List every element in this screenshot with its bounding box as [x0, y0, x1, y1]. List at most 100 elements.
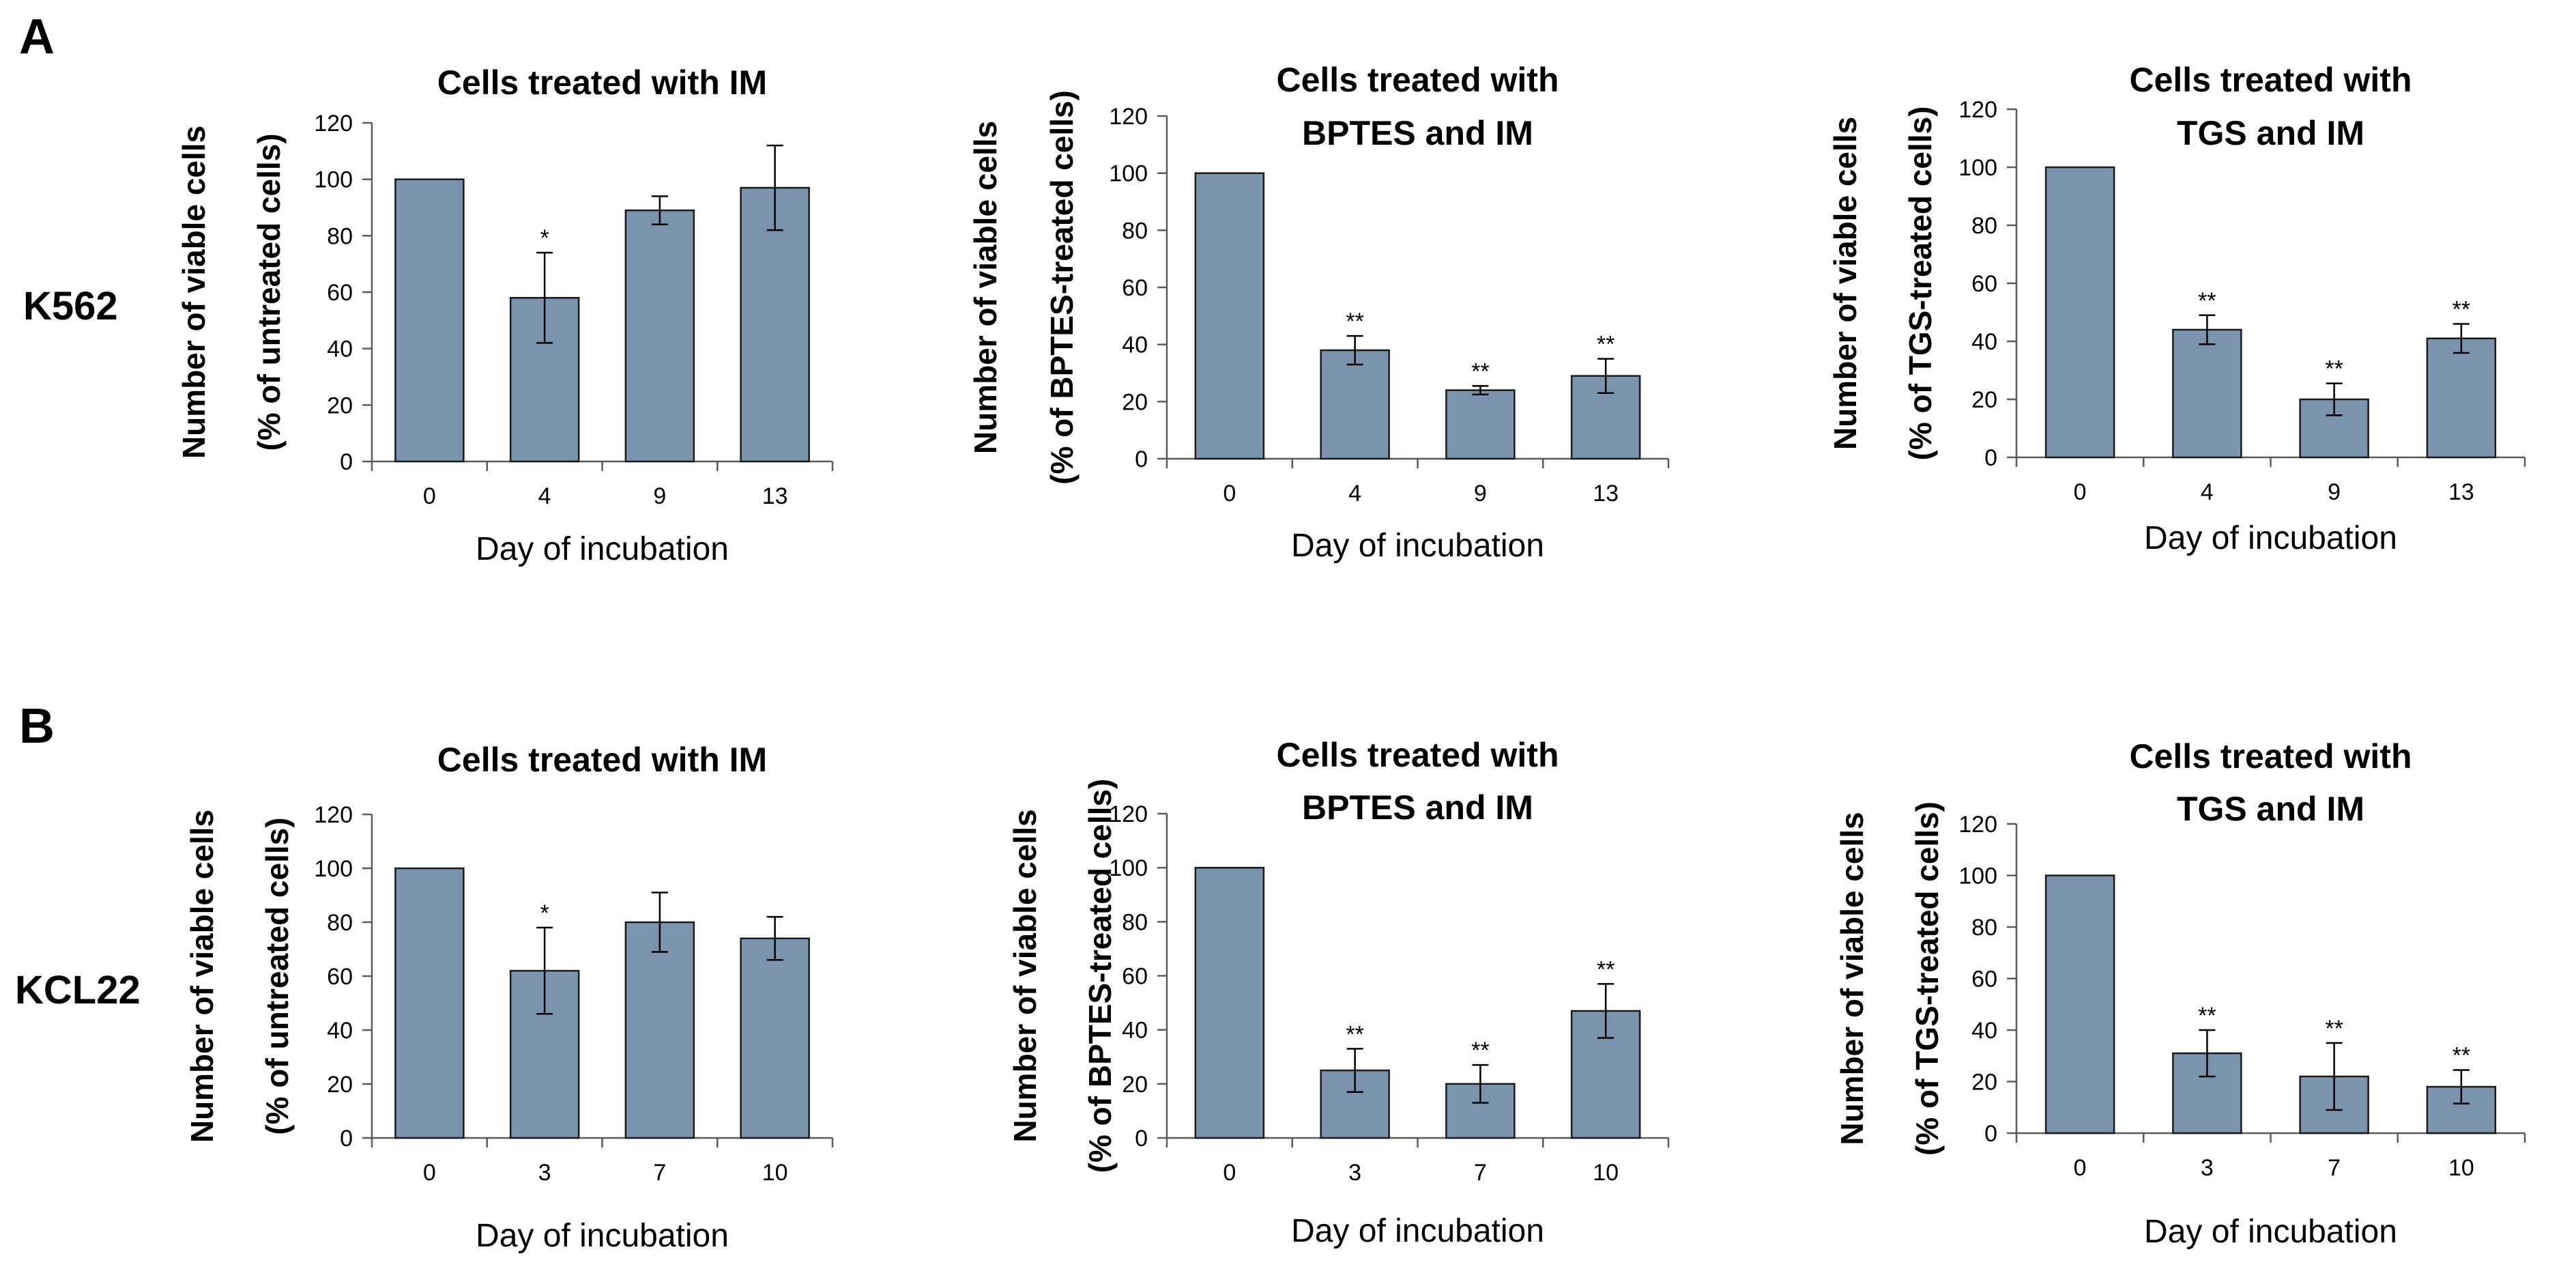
x-tick-label: 0	[1223, 1160, 1236, 1186]
y-tick-label: 60	[1971, 271, 1997, 297]
y-tick-label: 0	[1984, 1121, 1997, 1147]
y-axis-label: Number of viable cells	[184, 810, 220, 1143]
x-tick-label: 4	[538, 483, 551, 509]
y-tick-label: 80	[1971, 213, 1997, 239]
y-axis-label: (% of BPTES-treated cells)	[1082, 779, 1118, 1173]
y-tick-label: 40	[327, 337, 353, 362]
chart-1: Cells treated with IM Number of viable ce…	[176, 63, 834, 567]
x-tick-label: 10	[1593, 1160, 1619, 1186]
y-tick-label: 20	[1971, 1070, 1997, 1096]
chart-title: Cells treated with	[2130, 737, 2412, 775]
y-tick-label: 80	[1122, 218, 1148, 244]
significance-mark: *	[540, 900, 549, 926]
y-tick-label: 60	[327, 280, 353, 306]
significance-mark: **	[1597, 332, 1615, 358]
y-tick-label: 20	[327, 393, 353, 418]
y-tick-label: 120	[1109, 104, 1148, 130]
y-tick-label: 0	[1135, 1126, 1148, 1152]
bar-day-9	[1445, 389, 1516, 460]
y-tick-label: 60	[327, 964, 353, 990]
x-tick-label: 0	[423, 1160, 436, 1186]
y-tick-label: 100	[1109, 855, 1148, 881]
significance-mark: **	[1471, 1038, 1489, 1064]
y-tick-label: 80	[1122, 909, 1148, 935]
x-axis-label: Day of incubation	[2144, 520, 2397, 556]
significance-mark: **	[1471, 358, 1489, 384]
chart-title: TGS and IM	[2177, 790, 2364, 828]
x-axis-label: Day of incubation	[476, 531, 729, 567]
chart-title: BPTES and IM	[1302, 788, 1533, 827]
y-tick-label: 20	[327, 1072, 353, 1098]
y-tick-label: 0	[1984, 445, 1997, 471]
significance-mark: **	[2452, 1043, 2470, 1069]
significance-mark: **	[2198, 1003, 2216, 1029]
significance-mark: *	[540, 225, 549, 251]
y-axis-label: (% of untreated cells)	[251, 133, 287, 451]
chart-6: Cells treated with TGS and IM Number of vi…	[1834, 737, 2526, 1250]
x-tick-label: 0	[2074, 479, 2087, 505]
bar-day-0	[394, 178, 465, 463]
x-tick-label: 0	[2074, 1155, 2087, 1181]
y-tick-label: 100	[1958, 155, 1997, 181]
y-tick-label: 40	[1122, 332, 1148, 358]
y-tick-label: 60	[1122, 964, 1148, 990]
significance-mark: **	[2325, 356, 2343, 382]
x-axis-label: Day of incubation	[1291, 1213, 1544, 1249]
x-tick-label: 7	[653, 1160, 666, 1186]
significance-mark: **	[1346, 1021, 1363, 1047]
significance-mark: **	[1346, 309, 1363, 334]
x-tick-label: 10	[2448, 1155, 2474, 1181]
significance-mark: **	[1597, 956, 1615, 982]
x-tick-label: 3	[2201, 1155, 2214, 1181]
y-tick-label: 120	[1958, 97, 1997, 123]
y-tick-label: 20	[1122, 1072, 1148, 1098]
x-tick-label: 4	[1348, 481, 1361, 507]
chart-title: Cells treated with	[1277, 61, 1559, 99]
y-tick-label: 20	[1122, 389, 1148, 415]
x-tick-label: 13	[2448, 479, 2474, 505]
chart-4: Cells treated with IM Number of viable ce…	[184, 741, 834, 1254]
y-axis-label: Number of viable cells	[1007, 809, 1043, 1142]
y-tick-label: 0	[1135, 446, 1148, 472]
x-tick-label: 9	[1474, 481, 1487, 507]
y-tick-label: 60	[1122, 275, 1148, 301]
x-tick-label: 7	[2328, 1155, 2341, 1181]
y-tick-label: 20	[1971, 387, 1997, 413]
y-tick-label: 0	[340, 1126, 353, 1152]
x-tick-label: 3	[538, 1160, 551, 1186]
y-tick-label: 40	[1122, 1018, 1148, 1044]
bar-day-13	[740, 186, 810, 463]
charts-layer: Cells treated with IM Number of viable ce…	[176, 61, 2526, 1254]
y-tick-label: 80	[327, 223, 353, 249]
x-tick-label: 13	[762, 483, 788, 509]
chart-title: Cells treated with	[1277, 736, 1559, 774]
y-tick-label: 80	[1971, 915, 1997, 941]
y-tick-label: 120	[1958, 812, 1997, 838]
y-tick-label: 120	[314, 111, 353, 137]
chart-2: Cells treated with BPTES and IM Number of …	[968, 61, 1670, 564]
bar-day-0	[2044, 166, 2115, 459]
bar-day-4	[1320, 349, 1390, 460]
bar-day-0	[394, 867, 465, 1139]
bar-day-0	[2044, 874, 2115, 1135]
y-axis-label: (% of untreated cells)	[259, 817, 295, 1135]
bar-day-4	[2172, 328, 2242, 459]
chart-title: BPTES and IM	[1302, 114, 1533, 152]
y-tick-label: 40	[1971, 329, 1997, 355]
y-tick-label: 40	[327, 1018, 353, 1044]
bar-day-7	[624, 921, 695, 1139]
y-axis-label: Number of viable cells	[176, 126, 212, 459]
x-axis-label: Day of incubation	[2144, 1214, 2397, 1250]
bar-day-0	[1194, 866, 1265, 1139]
y-tick-label: 100	[314, 856, 353, 882]
panel-letter-b: B	[19, 699, 55, 754]
y-axis-label: Number of viable cells	[1827, 117, 1863, 450]
y-axis-label: Number of viable cells	[968, 121, 1003, 454]
x-tick-label: 0	[423, 483, 436, 509]
y-tick-label: 100	[314, 167, 353, 193]
y-axis-label: (% of BPTES-treated cells)	[1044, 90, 1080, 485]
chart-title: Cells treated with IM	[437, 63, 767, 102]
bar-day-0	[1194, 172, 1265, 460]
x-tick-label: 7	[1474, 1160, 1487, 1186]
